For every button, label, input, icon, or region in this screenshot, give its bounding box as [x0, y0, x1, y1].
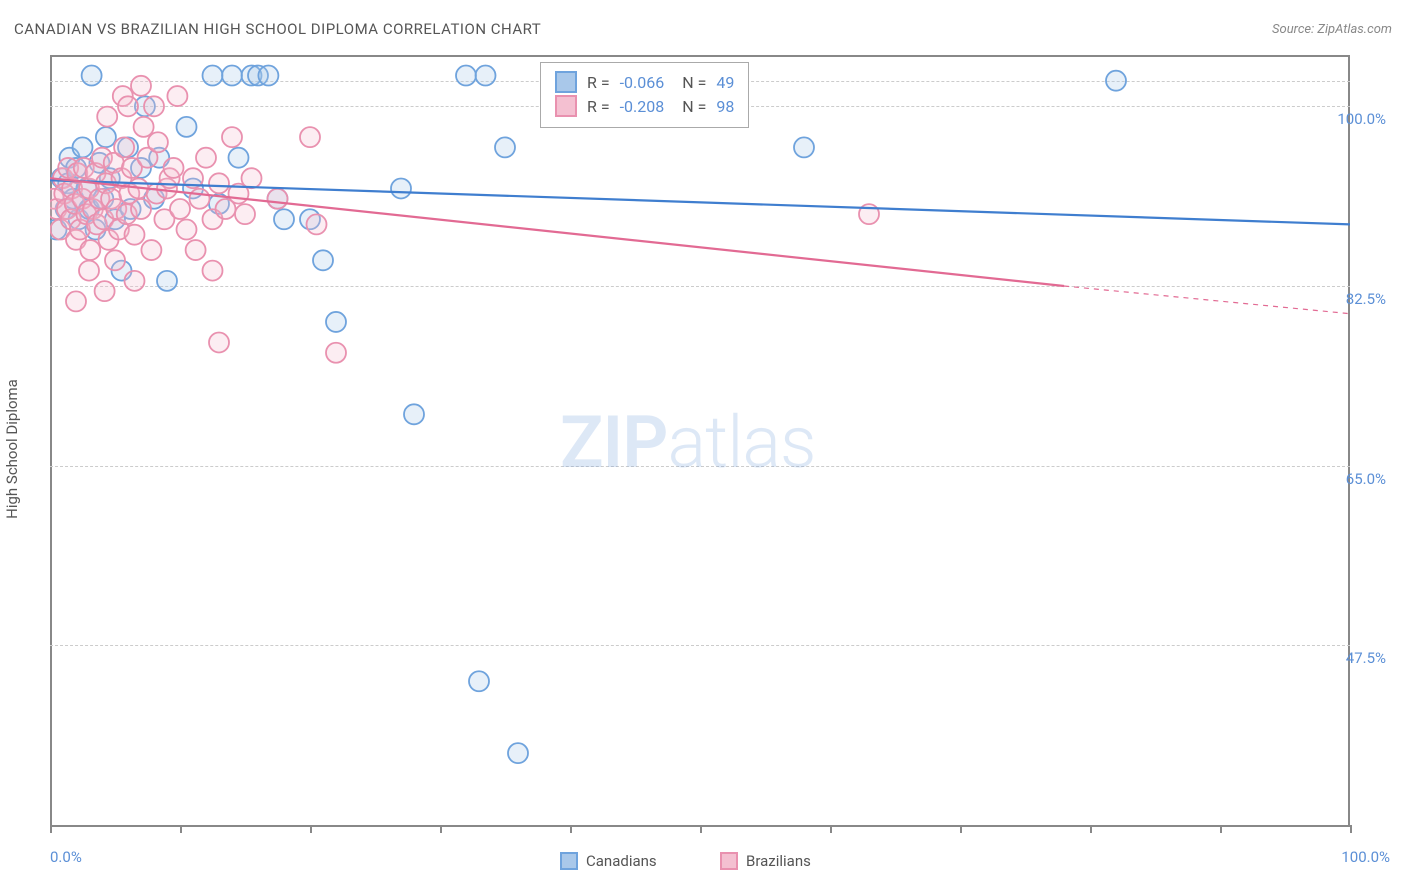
stats-swatch — [555, 71, 577, 93]
data-point — [118, 96, 138, 116]
legend-item-canadians: Canadians — [560, 852, 657, 870]
data-point — [242, 168, 262, 188]
stats-r-value: -0.066 — [620, 73, 665, 92]
data-point — [307, 214, 327, 234]
data-point — [209, 173, 229, 193]
y-axis-title: High School Diploma — [3, 379, 21, 519]
stats-r-value: -0.208 — [620, 97, 665, 116]
stats-row: R = -0.066 N = 49 — [555, 71, 734, 93]
data-point — [95, 281, 115, 301]
data-point — [170, 199, 190, 219]
x-tick — [1090, 825, 1092, 833]
data-point — [125, 271, 145, 291]
data-point — [222, 127, 242, 147]
x-tick — [1220, 825, 1222, 833]
data-point — [222, 66, 242, 86]
x-tick — [50, 825, 52, 833]
data-point — [131, 199, 151, 219]
x-tick-label-max: 100.0% — [1341, 848, 1390, 866]
data-point — [96, 127, 116, 147]
data-point — [167, 86, 187, 106]
x-tick-label-min: 0.0% — [50, 848, 82, 866]
data-point — [203, 261, 223, 281]
data-point — [209, 332, 229, 352]
data-point — [1106, 71, 1126, 91]
data-point — [508, 743, 528, 763]
data-point — [82, 66, 102, 86]
stats-swatch — [555, 95, 577, 117]
chart-container: CANADIAN VS BRAZILIAN HIGH SCHOOL DIPLOM… — [0, 0, 1406, 892]
data-point — [313, 250, 333, 270]
legend-label-canadians: Canadians — [586, 852, 657, 870]
x-tick — [180, 825, 182, 833]
data-point — [495, 137, 515, 157]
data-point — [131, 76, 151, 96]
stats-row: R = -0.208 N = 98 — [555, 95, 734, 117]
data-point — [274, 209, 294, 229]
data-point — [258, 66, 278, 86]
data-point — [476, 66, 496, 86]
legend-item-brazilians: Brazilians — [720, 852, 811, 870]
data-point — [66, 291, 86, 311]
trend-line-extrapolated — [1064, 286, 1350, 314]
data-point — [794, 137, 814, 157]
y-tick-label: 65.0% — [1346, 470, 1386, 488]
data-point — [73, 137, 93, 157]
x-tick — [1350, 825, 1352, 833]
data-point — [80, 240, 100, 260]
data-point — [196, 148, 216, 168]
legend-swatch-canadians — [560, 852, 578, 870]
data-point — [268, 189, 288, 209]
legend-swatch-brazilians — [720, 852, 738, 870]
stats-r-label: R = — [587, 73, 610, 92]
stats-legend-box: R = -0.066 N = 49 R = -0.208 N = 98 — [540, 62, 749, 128]
x-tick — [310, 825, 312, 833]
data-point — [144, 96, 164, 116]
data-point — [300, 127, 320, 147]
stats-n-value: 49 — [716, 73, 734, 92]
y-tick-label: 47.5% — [1346, 649, 1386, 667]
legend-label-brazilians: Brazilians — [746, 852, 811, 870]
data-point — [97, 107, 117, 127]
data-point — [404, 404, 424, 424]
data-point — [326, 312, 346, 332]
data-point — [391, 178, 411, 198]
data-point — [326, 343, 346, 363]
stats-r-label: R = — [587, 97, 610, 116]
y-tick-label: 82.5% — [1346, 290, 1386, 308]
data-point — [203, 66, 223, 86]
x-tick — [700, 825, 702, 833]
data-point — [456, 66, 476, 86]
data-point — [469, 671, 489, 691]
data-point — [164, 158, 184, 178]
data-point — [141, 240, 161, 260]
x-tick — [960, 825, 962, 833]
data-point — [125, 225, 145, 245]
stats-n-label: N = — [682, 97, 706, 116]
x-tick — [830, 825, 832, 833]
scatter-plot — [50, 55, 1350, 825]
data-point — [177, 117, 197, 137]
data-point — [157, 271, 177, 291]
source-attribution: Source: ZipAtlas.com — [1272, 22, 1392, 37]
x-tick — [570, 825, 572, 833]
data-point — [190, 189, 210, 209]
data-point — [235, 204, 255, 224]
stats-n-label: N = — [682, 73, 706, 92]
data-point — [134, 117, 154, 137]
data-point — [148, 132, 168, 152]
stats-n-value: 98 — [716, 97, 734, 116]
data-point — [229, 148, 249, 168]
chart-title: CANADIAN VS BRAZILIAN HIGH SCHOOL DIPLOM… — [14, 20, 541, 38]
x-tick — [440, 825, 442, 833]
data-point — [114, 137, 134, 157]
data-point — [105, 250, 125, 270]
data-point — [79, 261, 99, 281]
data-point — [177, 220, 197, 240]
data-point — [186, 240, 206, 260]
